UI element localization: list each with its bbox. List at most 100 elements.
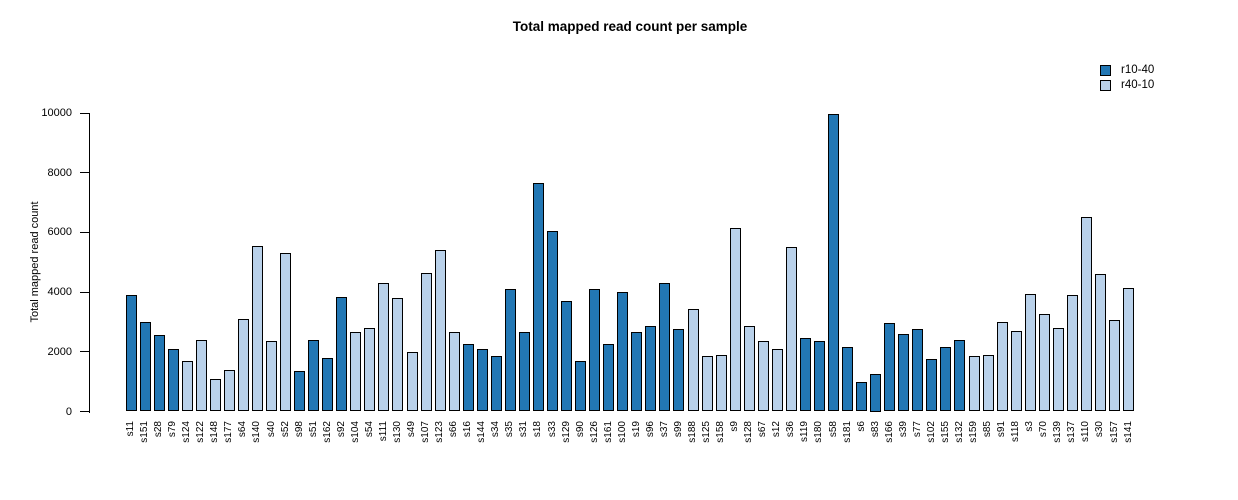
bar-s11 xyxy=(125,295,137,412)
bar-s148 xyxy=(209,378,221,412)
bar-s123 xyxy=(434,250,446,412)
bar-s49 xyxy=(406,351,418,412)
x-tick-label-s92: s92 xyxy=(335,421,347,438)
bar-s51 xyxy=(308,339,320,412)
bar-s122 xyxy=(195,339,207,412)
bar-s158 xyxy=(715,354,727,412)
bar-s54 xyxy=(364,327,376,412)
x-tick-label-s122: s122 xyxy=(195,421,207,443)
x-tick-label-s30: s30 xyxy=(1094,421,1106,438)
x-tick-label-s28: s28 xyxy=(153,421,165,438)
x-tick-label-s158: s158 xyxy=(715,421,727,443)
x-tick-label-s36: s36 xyxy=(785,421,797,438)
bar-s79 xyxy=(167,348,179,412)
bar-s91 xyxy=(996,321,1008,412)
x-tick-label-s19: s19 xyxy=(630,421,642,438)
bar-s30 xyxy=(1094,274,1106,412)
bar-s31 xyxy=(518,332,530,412)
x-tick-label-s3: s3 xyxy=(1024,421,1036,432)
x-tick-label-s125: s125 xyxy=(701,421,713,443)
x-tick-label-s166: s166 xyxy=(883,421,895,443)
x-tick-label-s11: s11 xyxy=(125,421,136,437)
bar-s28 xyxy=(153,335,165,412)
y-axis-tick-label: 10000 xyxy=(41,107,72,119)
bar-s104 xyxy=(350,332,362,412)
bar-s96 xyxy=(645,326,657,412)
bar-s166 xyxy=(884,323,896,412)
x-tick-label-s137: s137 xyxy=(1066,421,1078,443)
x-tick-label-s128: s128 xyxy=(743,421,755,443)
x-tick-label-s129: s129 xyxy=(560,421,572,443)
bar-s37 xyxy=(659,283,671,412)
legend-item-r10-40: r10-40 xyxy=(1100,63,1154,78)
bar-s177 xyxy=(223,369,235,412)
bar-s52 xyxy=(280,253,292,412)
x-tick-label-s119: s119 xyxy=(799,421,811,442)
x-tick-label-s110: s110 xyxy=(1080,421,1092,442)
x-tick-label-s37: s37 xyxy=(658,421,670,438)
bar-s66 xyxy=(448,332,460,412)
y-axis-tick-label: 2000 xyxy=(47,345,72,358)
bar-s188 xyxy=(687,308,699,412)
bar-s35 xyxy=(504,289,516,412)
bar-s151 xyxy=(139,321,151,412)
bar-s130 xyxy=(392,298,404,412)
bar-s161 xyxy=(603,344,615,412)
bar-s139 xyxy=(1052,327,1064,412)
bar-s9 xyxy=(729,227,741,412)
bar-s77 xyxy=(912,329,924,412)
y-axis-tick-label: 8000 xyxy=(47,166,72,179)
legend: r10-40 r40-10 xyxy=(1100,63,1154,93)
x-tick-label-s96: s96 xyxy=(644,421,656,438)
x-tick-label-s180: s180 xyxy=(813,421,825,443)
x-tick-label-s151: s151 xyxy=(139,421,151,443)
bar-s144 xyxy=(476,348,488,412)
y-axis-tick-label: 6000 xyxy=(47,226,72,239)
x-tick-label-s34: s34 xyxy=(490,421,502,438)
x-tick-label-s162: s162 xyxy=(321,421,333,443)
bar-s39 xyxy=(898,333,910,412)
bar-s125 xyxy=(701,356,713,412)
x-tick-label-s102: s102 xyxy=(925,421,937,443)
bar-s181 xyxy=(842,347,854,412)
bar-s90 xyxy=(575,360,587,412)
x-tick-label-s123: s123 xyxy=(434,421,446,443)
bar-s155 xyxy=(940,347,952,412)
legend-label: r40-10 xyxy=(1121,79,1155,91)
x-tick-label-s132: s132 xyxy=(953,421,965,443)
bar-s159 xyxy=(968,356,980,412)
bar-s19 xyxy=(631,332,643,412)
bar-s141 xyxy=(1123,287,1135,412)
x-tick-label-s67: s67 xyxy=(757,421,769,438)
x-tick-label-s181: s181 xyxy=(841,421,853,443)
x-tick-label-s99: s99 xyxy=(672,421,684,438)
y-axis-tick xyxy=(80,351,89,353)
x-tick-label-s85: s85 xyxy=(982,421,994,438)
x-tick-label-s144: s144 xyxy=(476,421,488,443)
legend-swatch-r10-40 xyxy=(1100,65,1111,76)
y-axis-tick-label: 0 xyxy=(65,405,72,418)
bar-s129 xyxy=(561,301,573,412)
bar-s34 xyxy=(490,356,502,412)
bar-s70 xyxy=(1038,314,1050,412)
x-tick-label-s6: s6 xyxy=(855,421,867,432)
bar-s33 xyxy=(547,230,558,412)
bar-s16 xyxy=(462,344,474,412)
bar-s157 xyxy=(1109,320,1120,412)
bar-s110 xyxy=(1080,217,1092,412)
bar-s162 xyxy=(322,357,334,412)
bar-s137 xyxy=(1066,295,1078,412)
x-tick-label-s39: s39 xyxy=(897,421,909,438)
bar-s126 xyxy=(589,289,601,412)
x-tick-label-s104: s104 xyxy=(349,421,361,443)
x-tick-label-s18: s18 xyxy=(532,421,544,438)
x-tick-label-s49: s49 xyxy=(406,421,417,438)
x-tick-label-s161: s161 xyxy=(602,421,614,443)
x-tick-label-s177: s177 xyxy=(223,421,235,443)
bar-s92 xyxy=(336,296,348,412)
bar-s140 xyxy=(251,245,263,412)
y-axis-tick-label: 4000 xyxy=(47,286,72,299)
x-tick-label-s107: s107 xyxy=(420,421,432,443)
x-tick-label-s54: s54 xyxy=(363,421,375,438)
